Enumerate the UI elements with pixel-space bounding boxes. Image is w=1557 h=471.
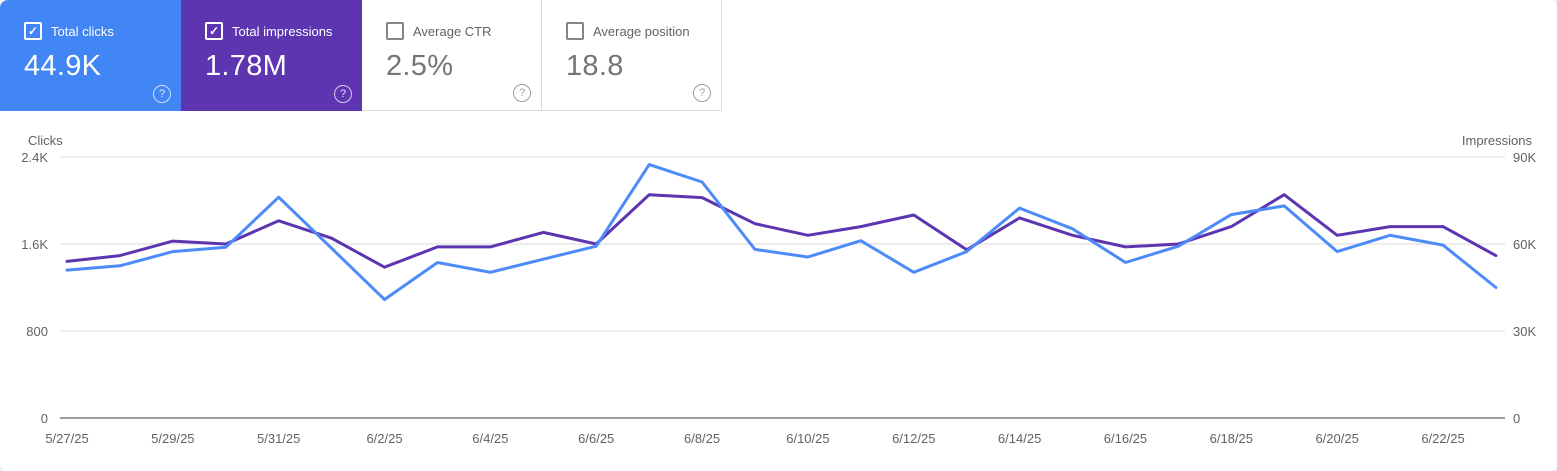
left-axis-tick-label: 0 [41,411,48,426]
card-average-ctr-header: Average CTR [386,22,541,40]
help-icon[interactable]: ? [334,85,352,103]
clicks-line [65,163,1498,301]
card-label: Average CTR [413,23,492,39]
checkbox-unchecked-icon [566,22,584,40]
x-tick-label: 6/6/25 [578,431,614,446]
total-impressions-value: 1.78M [205,50,288,82]
card-total-impressions-header: ✓ Total impressions [205,22,362,40]
checkbox-checked-icon: ✓ [205,22,223,40]
x-tick-label: 6/4/25 [472,431,508,446]
x-tick-label: 6/18/25 [1210,431,1253,446]
left-axis-title: Clicks [28,133,63,148]
left-axis-tick-label: 800 [26,324,48,339]
x-tick-label: 6/8/25 [684,431,720,446]
card-average-position[interactable]: Average position 18.8 ? [542,0,722,111]
checkbox-unchecked-icon [386,22,404,40]
checkbox-checked-icon: ✓ [24,22,42,40]
x-tick-label: 6/2/25 [366,431,402,446]
x-tick-label: 6/10/25 [786,431,829,446]
metric-cards-row: ✓ Total clicks 44.9K ? ✓ Total impressio… [0,0,1557,111]
x-tick-label: 6/20/25 [1315,431,1358,446]
x-tick-label: 5/29/25 [151,431,194,446]
left-axis-tick-label: 1.6K [21,237,48,252]
x-tick-label: 5/31/25 [257,431,300,446]
card-total-clicks[interactable]: ✓ Total clicks 44.9K ? [0,0,181,111]
left-axis-tick-label: 2.4K [21,150,48,165]
performance-chart[interactable]: 2.4K 90K 1.6K 60K 800 30K 0 0 Clicks Impressions 5… [0,130,1557,471]
help-icon[interactable]: ? [693,84,711,102]
card-total-impressions[interactable]: ✓ Total impressions 1.78M ? [181,0,362,111]
x-tick-label: 5/27/25 [45,431,88,446]
card-average-ctr[interactable]: Average CTR 2.5% ? [362,0,542,111]
right-axis-tick-label: 60K [1513,237,1536,252]
right-axis-title: Impressions [1462,133,1533,148]
right-axis-tick-label: 30K [1513,324,1536,339]
right-axis-tick-label: 0 [1513,411,1520,426]
x-tick-label: 6/14/25 [998,431,1041,446]
card-label: Average position [593,23,690,39]
x-tick-label: 6/22/25 [1421,431,1464,446]
card-average-position-header: Average position [566,22,721,40]
x-tick-label: 6/12/25 [892,431,935,446]
help-icon[interactable]: ? [153,85,171,103]
card-total-clicks-header: ✓ Total clicks [24,22,181,40]
average-ctr-value: 2.5% [386,50,454,82]
x-tick-label: 6/16/25 [1104,431,1147,446]
card-label: Total impressions [232,23,333,39]
total-clicks-value: 44.9K [24,50,102,82]
card-label: Total clicks [51,23,114,39]
help-icon[interactable]: ? [513,84,531,102]
clicks-impressions-line-chart: 2.4K 90K 1.6K 60K 800 30K 0 0 Clicks Impressions 5… [21,133,1536,446]
right-axis-tick-label: 90K [1513,150,1536,165]
average-position-value: 18.8 [566,50,624,82]
